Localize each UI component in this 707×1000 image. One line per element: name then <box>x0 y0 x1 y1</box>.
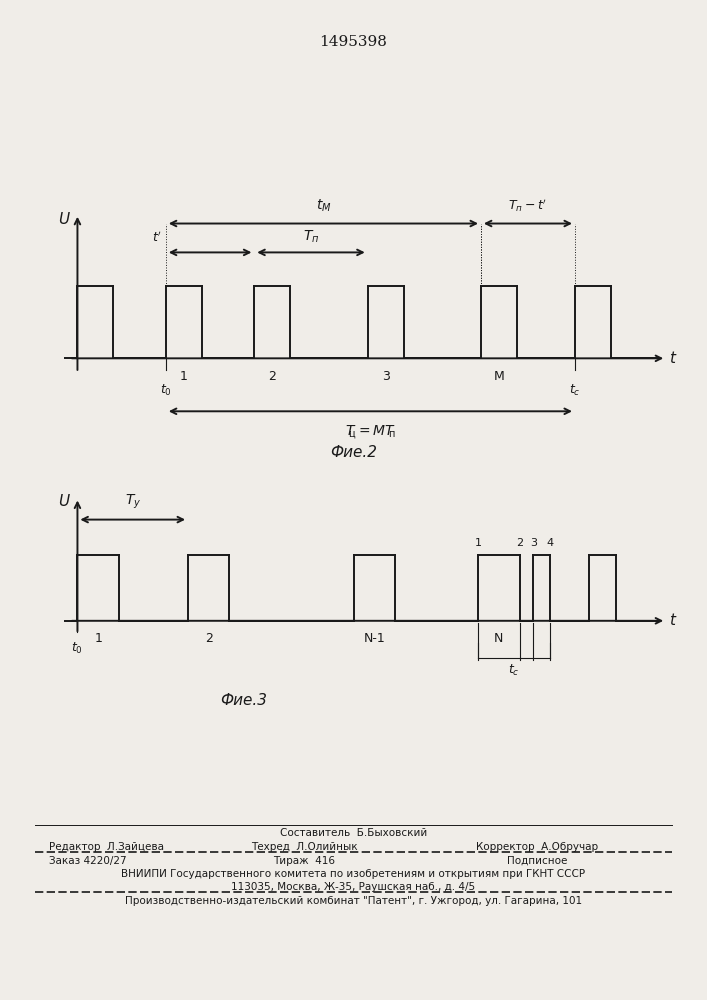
Text: Корректор  А.Обручар: Корректор А.Обручар <box>477 842 598 852</box>
Text: t: t <box>669 613 674 628</box>
Text: $t_0$: $t_0$ <box>160 382 172 398</box>
Text: 1: 1 <box>474 538 481 548</box>
Text: Фие.3: Фие.3 <box>220 693 267 708</box>
Text: Составитель  Б.Быховский: Составитель Б.Быховский <box>280 828 427 838</box>
Text: N-1: N-1 <box>363 632 385 645</box>
Text: 3: 3 <box>530 538 537 548</box>
Text: $t'$: $t'$ <box>152 231 162 245</box>
Text: $T_y$: $T_y$ <box>124 492 141 511</box>
Text: 4: 4 <box>547 538 554 548</box>
Text: 2: 2 <box>269 370 276 383</box>
Text: ВНИИПИ Государственного комитета по изобретениям и открытиям при ГКНТ СССР: ВНИИПИ Государственного комитета по изоб… <box>122 869 585 879</box>
Text: $t_c$: $t_c$ <box>508 663 520 678</box>
Text: Заказ 4220/27: Заказ 4220/27 <box>49 856 127 866</box>
Text: N: N <box>494 632 503 645</box>
Text: $T_{п}$: $T_{п}$ <box>303 229 320 245</box>
Text: $t_M$: $t_M$ <box>315 197 331 214</box>
Text: $T_{п}-t'$: $T_{п}-t'$ <box>508 197 547 214</box>
Text: Тираж  416: Тираж 416 <box>273 856 335 866</box>
Text: Производственно-издательский комбинат "Патент", г. Ужгород, ул. Гагарина, 101: Производственно-издательский комбинат "П… <box>125 896 582 906</box>
Text: Техред  Л.Олийнык: Техред Л.Олийнык <box>251 842 357 852</box>
Text: Фие.2: Фие.2 <box>330 445 378 460</box>
Text: M: M <box>493 370 504 383</box>
Text: 113035, Москва, Ж-35, Раушская наб., д. 4/5: 113035, Москва, Ж-35, Раушская наб., д. … <box>231 882 476 892</box>
Text: 3: 3 <box>382 370 390 383</box>
Text: $t_0$: $t_0$ <box>71 641 83 656</box>
Text: 1495398: 1495398 <box>320 35 387 49</box>
Text: Редактор  Л.Зайцева: Редактор Л.Зайцева <box>49 842 165 852</box>
Text: 2: 2 <box>205 632 213 645</box>
Text: Подписное: Подписное <box>507 856 568 866</box>
Text: $t_c$: $t_c$ <box>569 382 580 398</box>
Text: U: U <box>58 494 69 509</box>
Text: U: U <box>58 212 69 227</box>
Text: t: t <box>669 351 674 366</box>
Text: 1: 1 <box>180 370 188 383</box>
Text: 1: 1 <box>94 632 102 645</box>
Text: $T_{\!\!\!\text{ц}}=MT_{\!\!\!\text{п}}$: $T_{\!\!\!\text{ц}}=MT_{\!\!\!\text{п}}$ <box>345 423 396 441</box>
Text: 2: 2 <box>516 538 523 548</box>
